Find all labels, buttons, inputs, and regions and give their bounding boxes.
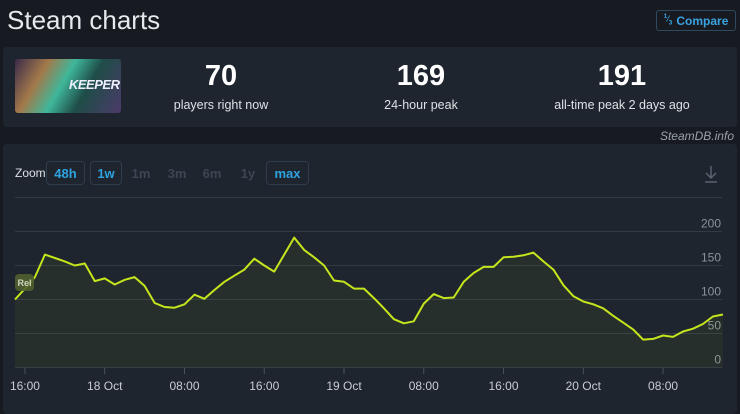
x-tick-label: 20 Oct bbox=[566, 379, 602, 393]
series-area bbox=[15, 238, 723, 368]
y-tick-label: 150 bbox=[701, 251, 721, 265]
x-tick-label: 16:00 bbox=[489, 379, 519, 393]
x-tick-label: 16:00 bbox=[249, 379, 279, 393]
release-marker[interactable]: Rel bbox=[15, 274, 34, 291]
y-tick-label: 100 bbox=[701, 285, 721, 299]
y-tick-label: 200 bbox=[701, 217, 721, 231]
x-tick-label: 18 Oct bbox=[87, 379, 123, 393]
x-tick-label: 19 Oct bbox=[326, 379, 362, 393]
x-tick-label: 08:00 bbox=[648, 379, 678, 393]
x-tick-label: 16:00 bbox=[10, 379, 40, 393]
x-tick-label: 08:00 bbox=[409, 379, 439, 393]
x-tick-label: 08:00 bbox=[169, 379, 199, 393]
